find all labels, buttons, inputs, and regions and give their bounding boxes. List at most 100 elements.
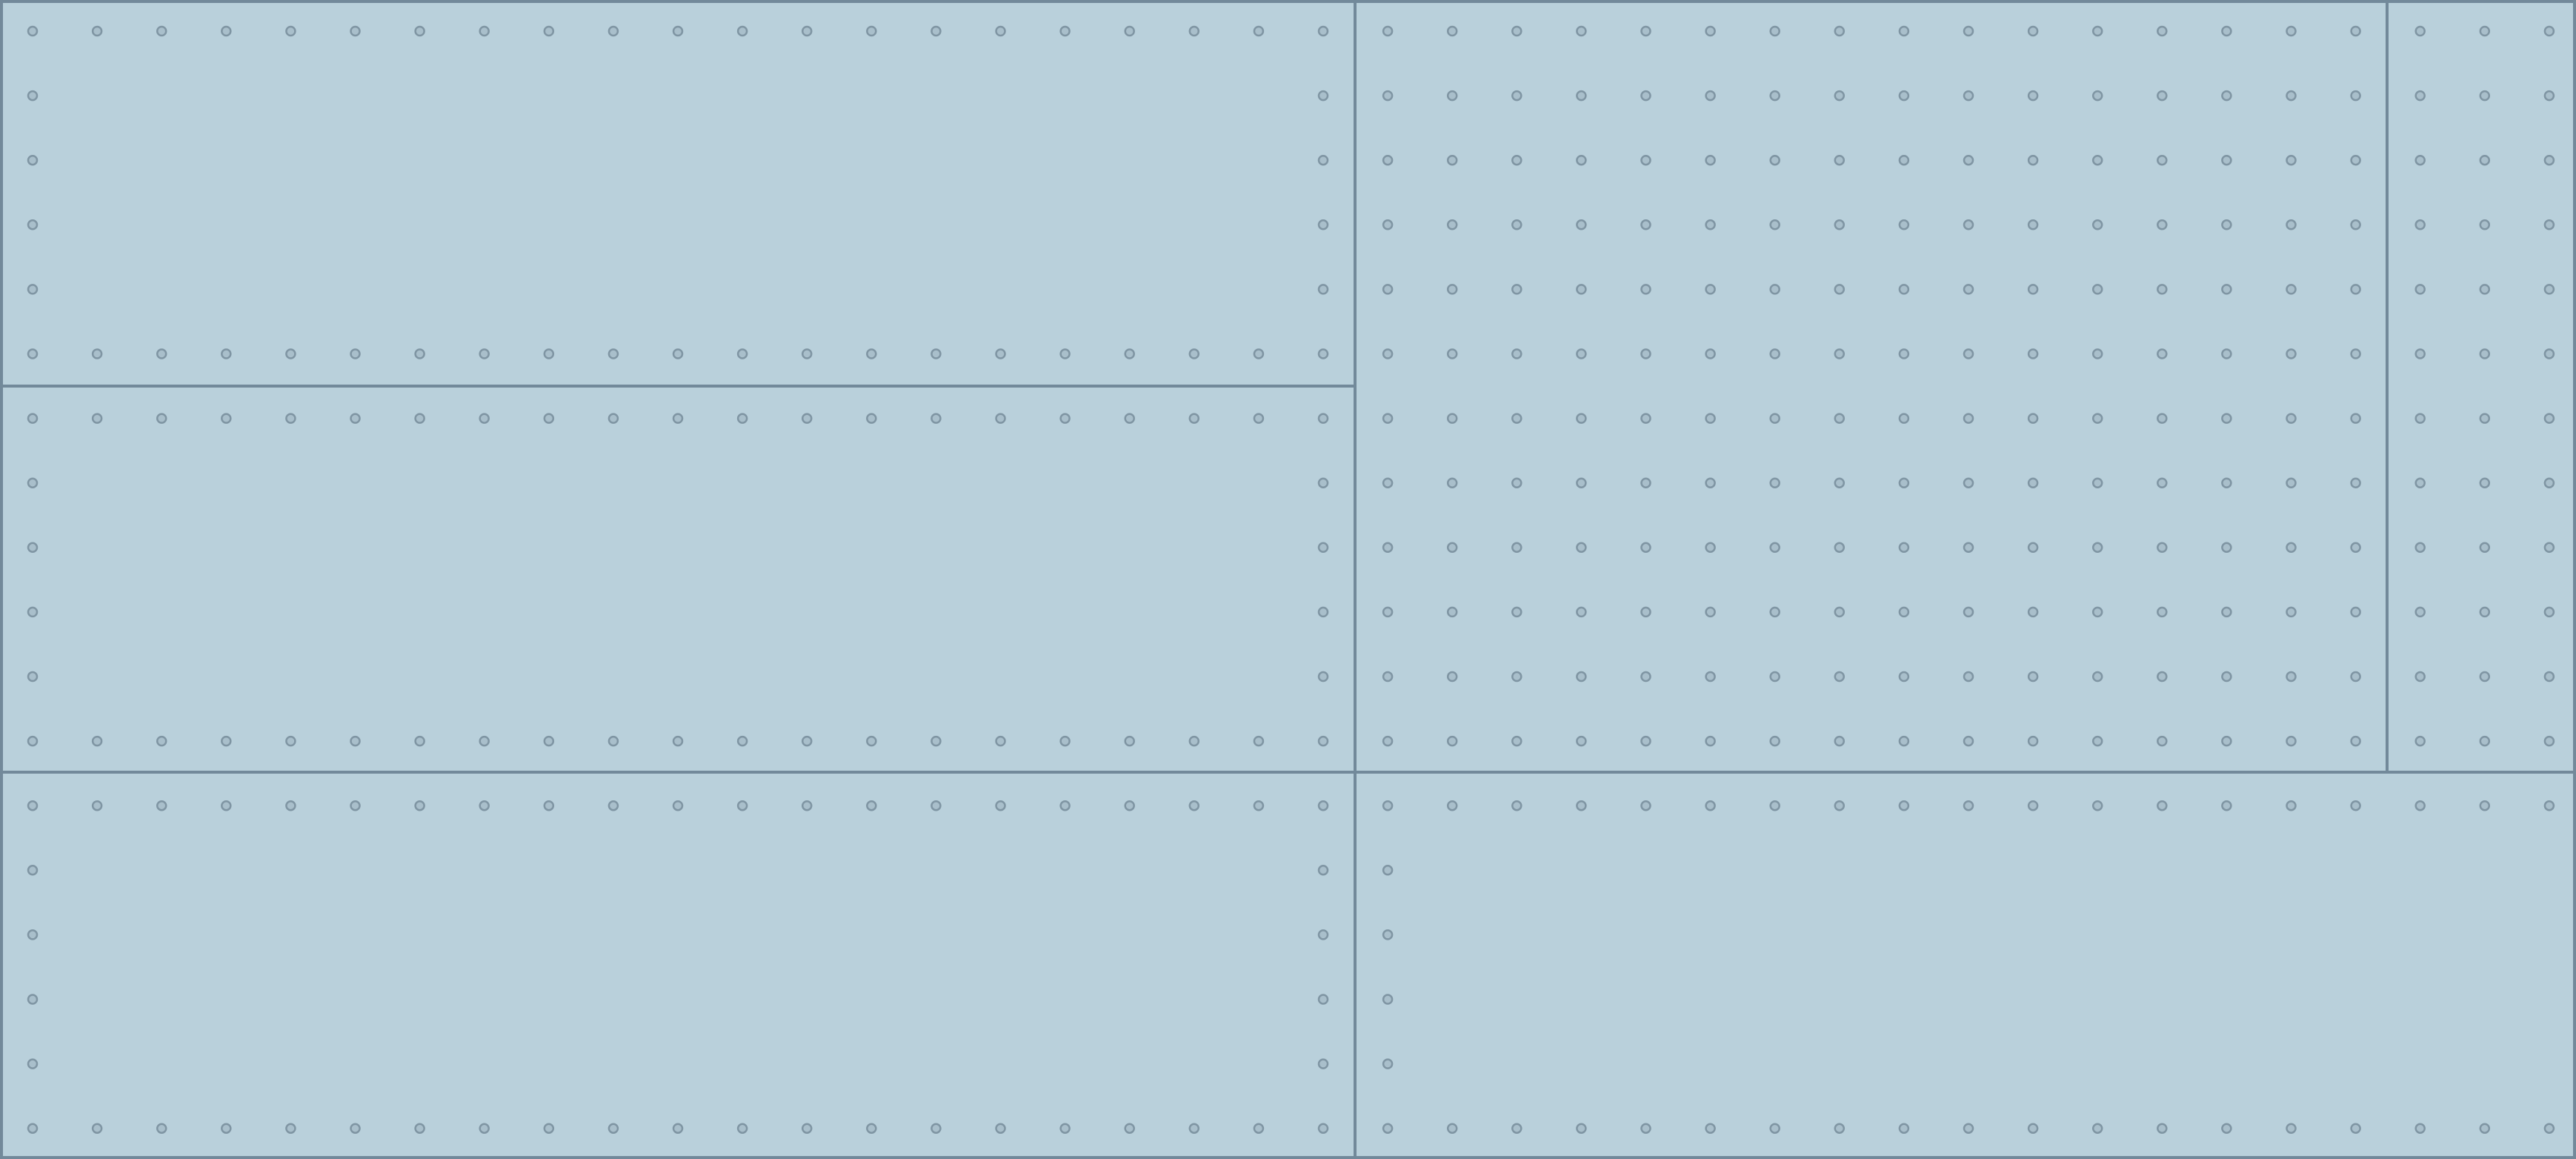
rivet (2543, 348, 2555, 359)
rivet (1317, 929, 1329, 940)
rivet (801, 25, 813, 37)
rivet (1188, 25, 1200, 37)
rivet (1188, 735, 1200, 747)
rivet (1576, 735, 1587, 747)
rivet (1382, 994, 1394, 1005)
rivet (2543, 542, 2555, 554)
rivet (1059, 25, 1071, 37)
rivet (543, 348, 555, 359)
rivet (736, 413, 748, 424)
rivet (2027, 477, 2039, 488)
rivet (2221, 542, 2232, 554)
rivet (2479, 90, 2491, 102)
rivet (2479, 800, 2491, 811)
rivet (1640, 477, 1651, 488)
rivet (27, 25, 39, 37)
rivet (995, 348, 1006, 359)
rivet (2350, 671, 2361, 683)
rivet (2479, 477, 2491, 488)
rivet (1317, 671, 1329, 683)
rivet (1446, 90, 1458, 102)
rivet (1124, 25, 1135, 37)
rivet (1769, 348, 1780, 359)
rivet (1576, 1123, 1587, 1134)
rivet (1382, 735, 1394, 747)
rivet (1769, 154, 1780, 166)
rivet (1769, 735, 1780, 747)
rivet (479, 25, 490, 37)
rivet (27, 671, 39, 683)
rivet (1576, 800, 1587, 811)
rivet (1124, 413, 1135, 424)
rivet (1188, 800, 1200, 811)
rivet (27, 413, 39, 424)
rivet (2350, 800, 2361, 811)
rivet (2221, 219, 2232, 230)
rivet (27, 542, 39, 554)
rivet (866, 25, 877, 37)
rivet (156, 735, 167, 747)
rivet (2027, 90, 2039, 102)
rivet (1317, 994, 1329, 1005)
rivet (2091, 90, 2103, 102)
rivet (1769, 284, 1780, 295)
rivet (1382, 284, 1394, 295)
rivet (27, 929, 39, 940)
rivet (931, 1123, 942, 1134)
rivet (27, 90, 39, 102)
rivet (1317, 413, 1329, 424)
rivet (221, 800, 232, 811)
rivet (1705, 219, 1716, 230)
rivet (801, 413, 813, 424)
rivet (1898, 1123, 1910, 1134)
rivet (2414, 1123, 2426, 1134)
rivet (2221, 154, 2232, 166)
rivet (2350, 284, 2361, 295)
rivet (479, 413, 490, 424)
rivet (2414, 671, 2426, 683)
rivet (1834, 1123, 1846, 1134)
rivet (1898, 606, 1910, 618)
rivet (1769, 219, 1780, 230)
rivet (1963, 477, 1974, 488)
rivet (1511, 542, 1522, 554)
rivet (285, 800, 296, 811)
rivet (1834, 219, 1846, 230)
rivet (2543, 90, 2555, 102)
rivet (608, 413, 619, 424)
rivet (1446, 735, 1458, 747)
rivet (866, 735, 877, 747)
rivet (2414, 154, 2426, 166)
rivet (2479, 606, 2491, 618)
rivet (2221, 413, 2232, 424)
rivet (1640, 671, 1651, 683)
rivet (1124, 348, 1135, 359)
rivet (736, 735, 748, 747)
rivet (1769, 1123, 1780, 1134)
rivet (1576, 25, 1587, 37)
rivet (2157, 477, 2168, 488)
rivet (1576, 154, 1587, 166)
rivet (2350, 606, 2361, 618)
rivet (2479, 284, 2491, 295)
rivet (1640, 219, 1651, 230)
rivet (1898, 735, 1910, 747)
rivet (543, 25, 555, 37)
rivet (221, 25, 232, 37)
rivet (2479, 348, 2491, 359)
rivet (2479, 219, 2491, 230)
rivet (2157, 219, 2168, 230)
rivet (2286, 219, 2297, 230)
rivet (866, 413, 877, 424)
rivet (1446, 348, 1458, 359)
rivet (2027, 219, 2039, 230)
rivet (1834, 154, 1846, 166)
rivet (543, 800, 555, 811)
rivet (2157, 90, 2168, 102)
rivet (1576, 477, 1587, 488)
rivet (1705, 284, 1716, 295)
rivet (1705, 413, 1716, 424)
rivet (1640, 735, 1651, 747)
rivet (931, 413, 942, 424)
